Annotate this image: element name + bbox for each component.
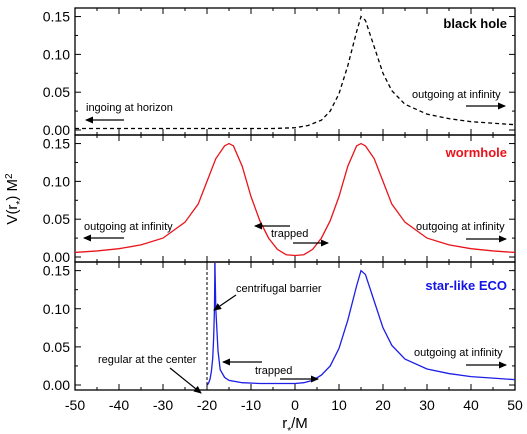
axis-ticks-black-hole: 0.00 0.05 0.10 0.15 bbox=[43, 8, 516, 138]
x-tick-label: 20 bbox=[375, 397, 391, 413]
y-tick-label: 0.10 bbox=[43, 301, 70, 317]
annotation-outgoing-at-infinity-right: outgoing at infinity bbox=[416, 221, 505, 233]
series-black-hole bbox=[75, 15, 515, 130]
x-tick-label: 40 bbox=[463, 397, 479, 413]
axis-ticks-wormhole: 0.00 0.05 0.10 0.15 bbox=[43, 135, 516, 265]
x-tick-label: 50 bbox=[507, 397, 523, 413]
x-tick-label: -20 bbox=[197, 397, 217, 413]
y-tick-label: 0.05 bbox=[43, 339, 70, 355]
series-wormhole bbox=[75, 142, 515, 257]
x-tick-label: 10 bbox=[331, 397, 347, 413]
x-tick-label: -30 bbox=[153, 397, 173, 413]
x-tick-label: -50 bbox=[65, 397, 85, 413]
annotation-centrifugal-barrier: centrifugal barrier bbox=[236, 283, 322, 295]
annotation-outgoing-at-infinity-eco: outgoing at infinity bbox=[414, 347, 503, 359]
y-tick-label: 0.15 bbox=[43, 9, 70, 25]
y-tick-label: 0.10 bbox=[43, 46, 70, 62]
series-star-like-eco bbox=[206, 262, 515, 390]
annotation-outgoing-at-infinity-left: outgoing at infinity bbox=[84, 221, 173, 233]
panel-label-black-hole: black hole bbox=[443, 16, 507, 31]
arrow-centrifugal-barrier bbox=[213, 294, 237, 311]
annotation-outgoing-at-infinity-bh: outgoing at infinity bbox=[412, 89, 501, 101]
axis-ticks-star-like-eco: 0.00 0.05 0.10 0.15 bbox=[43, 262, 516, 393]
y-tick-label: 0.00 bbox=[43, 249, 70, 265]
series-line-0-0 bbox=[75, 15, 515, 130]
x-tick-label: -10 bbox=[241, 397, 261, 413]
y-tick-label: 0.05 bbox=[43, 84, 70, 100]
annotation-trapped-wh: trapped bbox=[271, 228, 308, 240]
panel-label-star-like-eco: star-like ECO bbox=[425, 278, 507, 293]
y-tick-label: 0.05 bbox=[43, 211, 70, 227]
arrow-regular-at-center bbox=[169, 367, 202, 394]
panel-label-wormhole: wormhole bbox=[445, 145, 507, 160]
x-axis-ticks: -50 -40 -30 -20 -10 0 10 20 30 40 50 bbox=[65, 397, 523, 413]
y-tick-label: 0.15 bbox=[43, 263, 70, 279]
x-tick-label: 30 bbox=[419, 397, 435, 413]
y-tick-label: 0.10 bbox=[43, 173, 70, 189]
annotation-regular-at-center: regular at the center bbox=[98, 354, 197, 366]
y-tick-label: 0.00 bbox=[43, 377, 70, 393]
y-tick-label: 0.00 bbox=[43, 122, 70, 138]
y-tick-label: 0.15 bbox=[43, 136, 70, 152]
y-axis-label: V(r*) M2 bbox=[4, 173, 26, 225]
series-line-2-1 bbox=[214, 262, 515, 385]
x-axis-label: r*/M bbox=[282, 415, 308, 434]
series-line-1-0 bbox=[75, 142, 515, 257]
annotation-ingoing-at-horizon: ingoing at horizon bbox=[86, 102, 173, 114]
x-tick-label: -40 bbox=[109, 397, 129, 413]
annotation-trapped-eco: trapped bbox=[255, 365, 292, 377]
x-tick-label: 0 bbox=[291, 397, 299, 413]
series-line-2-0 bbox=[206, 262, 216, 386]
